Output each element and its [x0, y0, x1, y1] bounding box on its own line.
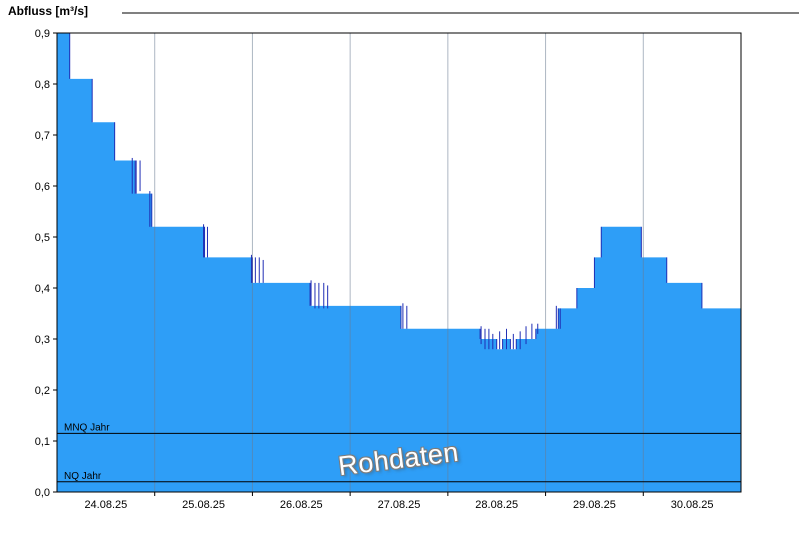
- y-axis-title: Abfluss [m³/s]: [8, 4, 89, 18]
- y-tick-label: 0,1: [35, 436, 50, 448]
- x-tick-label: 30.08.25: [671, 499, 714, 511]
- y-tick-label: 0,6: [35, 181, 50, 193]
- x-tick-label: 25.08.25: [182, 499, 225, 511]
- x-tick-label: 28.08.25: [475, 499, 518, 511]
- y-tick-label: 0,5: [35, 232, 50, 244]
- reference-line-label: NQ Jahr: [64, 471, 102, 482]
- x-tick-label: 27.08.25: [378, 499, 421, 511]
- reference-line-label: MNQ Jahr: [64, 422, 110, 433]
- y-tick-label: 0,2: [35, 385, 50, 397]
- y-tick-label: 0,8: [35, 79, 50, 91]
- x-tick-label: 26.08.25: [280, 499, 323, 511]
- y-tick-label: 0,3: [35, 334, 50, 346]
- y-tick-label: 0,7: [35, 130, 50, 142]
- discharge-area-series: [57, 33, 741, 492]
- y-tick-label: 0,4: [35, 283, 50, 295]
- y-tick-label: 0,0: [35, 487, 50, 499]
- x-tick-label: 24.08.25: [84, 499, 127, 511]
- plot-border: [56, 32, 742, 493]
- y-tick-label: 0,9: [35, 28, 50, 40]
- x-tick-label: 29.08.25: [573, 499, 616, 511]
